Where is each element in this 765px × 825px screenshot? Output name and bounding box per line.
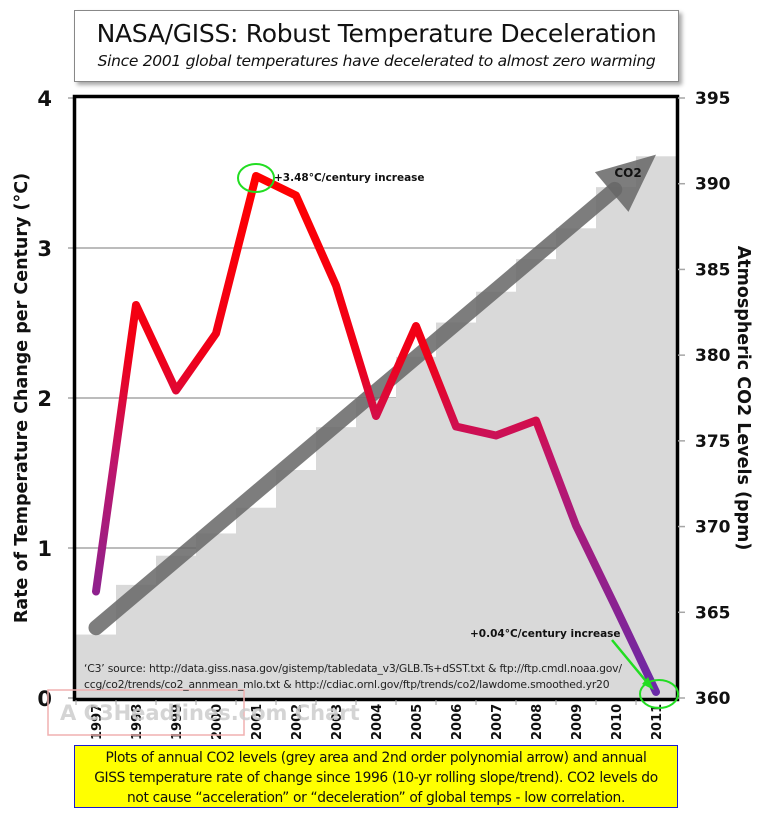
y-axis-title: Rate of Temperature Change per Century (… <box>12 173 32 623</box>
co2-area-bar <box>236 507 277 698</box>
source-text-line2: ccg/co2/trends/co2_annmean_mlo.txt & htt… <box>84 678 610 691</box>
co2-area-bar <box>596 187 637 698</box>
co2-area-bar <box>556 228 597 699</box>
co2-area-bar <box>196 533 237 698</box>
annotation-pointer-head <box>642 677 654 690</box>
annotation-peak: +3.48°C/century increase <box>274 172 425 184</box>
y-tick-label: 4 <box>37 87 52 111</box>
plot-border <box>72 94 680 702</box>
y2-tick-label: 370 <box>695 518 731 538</box>
co2-area-bar <box>436 322 477 698</box>
y2-tick-label: 385 <box>695 260 731 280</box>
temperature-line <box>92 172 660 696</box>
co2-area-bar <box>636 156 677 699</box>
annotation-pointer <box>611 639 651 687</box>
y2-tick-label: 390 <box>695 175 731 195</box>
co2-area-bar <box>316 427 357 698</box>
co2-area-bar <box>396 356 437 698</box>
co2-area-bar <box>76 634 117 698</box>
y2-tick-label: 365 <box>695 603 731 623</box>
chart-title: NASA/GISS: Robust Temperature Decelerati… <box>96 19 657 48</box>
x-tick-label: 2004 <box>370 704 385 740</box>
y2-tick-label: 360 <box>695 689 731 709</box>
watermark-text: A C3Headlines.com Chart <box>60 701 360 725</box>
source-text-line1: ‘C3’ source: http://data.giss.nasa.gov/g… <box>84 662 622 675</box>
annotation-end: +0.04°C/century increase <box>470 628 621 640</box>
temperature-series-line <box>92 172 660 696</box>
co2-arrow-label: CO2 <box>614 166 641 180</box>
x-tick-label: 2006 <box>450 704 465 740</box>
y2-axis-title: Atmospheric CO2 Levels (ppm) <box>733 246 753 551</box>
y2-tick-label: 380 <box>695 346 731 366</box>
y-tick-label: 3 <box>37 237 52 261</box>
co2-arrow-head <box>594 154 656 212</box>
watermark-frame <box>47 689 245 736</box>
y2-tick-label: 375 <box>695 432 731 452</box>
annotations: +3.48°C/century increase +0.04°C/century … <box>237 163 679 709</box>
x-tick-label: 2002 <box>290 704 305 740</box>
x-tick-label: 2003 <box>330 704 345 740</box>
y-tick-label: 2 <box>37 387 52 411</box>
x-tick-label: 2001 <box>250 704 265 740</box>
co2-area-bar <box>516 259 557 698</box>
x-tick-label: 2007 <box>490 704 505 740</box>
co2-area-bar <box>276 470 317 698</box>
x-tick-label: 2000 <box>210 704 225 740</box>
y2-tick-label: 395 <box>695 89 731 109</box>
co2-arrow: CO2 <box>88 154 656 636</box>
x-tick-label: 2010 <box>610 704 625 740</box>
plot-frame <box>72 94 680 702</box>
y-tick-label: 1 <box>37 537 52 561</box>
co2-area <box>76 156 677 699</box>
highlight-circle-peak <box>237 163 275 193</box>
co2-arrow-shaft <box>88 181 623 636</box>
footer-note-line: not cause “acceleration” or “deceleratio… <box>127 790 625 806</box>
co2-area-bar <box>476 291 517 698</box>
x-tick-label: 1999 <box>170 704 185 740</box>
x-tick-label: 1998 <box>130 704 145 740</box>
chart-subtitle: Since 2001 global temperatures have dece… <box>97 52 656 70</box>
highlight-circle-end <box>639 679 679 709</box>
title-box: NASA/GISS: Robust Temperature Decelerati… <box>74 10 679 82</box>
footer-note: Plots of annual CO2 levels (grey area an… <box>74 745 678 808</box>
x-tick-label: 2011 <box>650 704 665 740</box>
footer-note-line: GISS temperature rate of change since 19… <box>94 770 658 786</box>
footer-note-line: Plots of annual CO2 levels (grey area an… <box>105 750 647 766</box>
co2-area-bar <box>356 398 397 698</box>
x-tick-label: 2009 <box>570 704 585 740</box>
x-tick-label: 1997 <box>90 704 105 740</box>
x-tick-label: 2005 <box>410 704 425 740</box>
x-tick-label: 2008 <box>530 704 545 740</box>
